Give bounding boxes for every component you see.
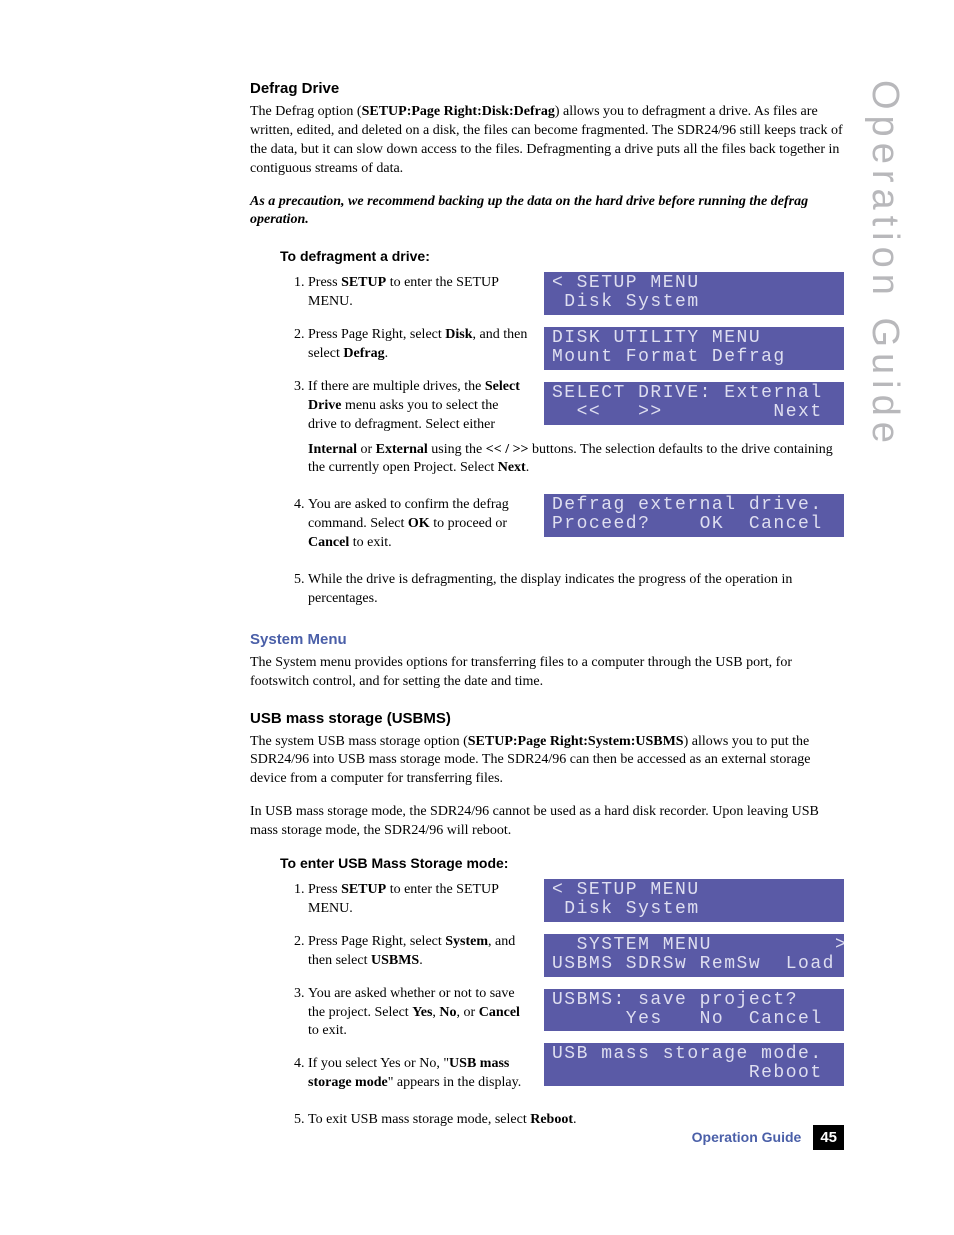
lcd-line: USBMS: save project? [552,990,798,1010]
lcd-setup-menu-2: < SETUP MENU Disk System [544,879,844,922]
lcd-usbms-save: USBMS: save project? Yes No Cancel [544,989,844,1032]
lcd-system-menu: SYSTEM MENU > USBMS SDRSw RemSw Load [544,934,844,977]
lcd-disk-utility: DISK UTILITY MENU Mount Format Defrag [544,327,844,370]
usbms-steps-block: < SETUP MENU Disk System SYSTEM MENU > U… [250,877,844,1107]
step3-continuation: Internal or External using the << / >> b… [250,441,844,479]
usbms-lcd-column: < SETUP MENU Disk System SYSTEM MENU > U… [544,879,844,1098]
lcd-line: Defrag external drive. [552,495,823,515]
lcd-line: Disk System [552,292,700,312]
lcd-line: Reboot [552,1063,823,1083]
heading-defrag-drive: Defrag Drive [250,80,844,97]
page: Operation Guide Defrag Drive The Defrag … [0,0,954,1184]
subhead-usbms-steps: To enter USB Mass Storage mode: [250,855,844,871]
lcd-line: SYSTEM MENU > [552,935,844,955]
lcd-defrag-confirm: Defrag external drive. Proceed? OK Cance… [544,494,844,537]
side-tab-label: Operation Guide [863,80,906,449]
lcd-line: Disk System [552,899,700,919]
lcd-line: Yes No Cancel [552,1009,823,1029]
defrag-steps-list-3: While the drive is defragmenting, the di… [250,571,844,609]
page-number: 45 [813,1125,844,1150]
subhead-defrag-steps: To defragment a drive: [250,248,844,264]
lcd-setup-menu: < SETUP MENU Disk System [544,272,844,315]
usbms-paragraph-1: The system USB mass storage option (SETU… [250,733,844,790]
heading-system-menu: System Menu [250,631,844,648]
list-item: While the drive is defragmenting, the di… [308,571,844,609]
lcd-usbms-mode: USB mass storage mode. Reboot [544,1043,844,1086]
defrag-lcd4-col: Defrag external drive. Proceed? OK Cance… [544,494,844,549]
heading-usbms: USB mass storage (USBMS) [250,710,844,727]
lcd-line: < SETUP MENU [552,880,700,900]
defrag-lcd-column: < SETUP MENU Disk System DISK UTILITY ME… [544,272,844,436]
lcd-select-drive: SELECT DRIVE: External << >> Next [544,382,844,425]
lcd-line: DISK UTILITY MENU [552,328,761,348]
defrag-paragraph: The Defrag option (SETUP:Page Right:Disk… [250,103,844,179]
defrag-caution: As a precaution, we recommend backing up… [250,193,844,231]
defrag-steps-block: < SETUP MENU Disk System DISK UTILITY ME… [250,270,844,448]
defrag-step4-block: Defrag external drive. Proceed? OK Cance… [250,492,844,567]
usbms-paragraph-2: In USB mass storage mode, the SDR24/96 c… [250,803,844,841]
lcd-line: USBMS SDRSw RemSw Load [552,954,835,974]
lcd-line: Proceed? OK Cancel [552,514,823,534]
lcd-line: << >> Next [552,402,823,422]
system-paragraph: The System menu provides options for tra… [250,654,844,692]
page-footer: Operation Guide 45 [692,1125,844,1150]
lcd-line: < SETUP MENU [552,273,700,293]
lcd-line: Mount Format Defrag [552,347,786,367]
lcd-line: USB mass storage mode. [552,1044,823,1064]
footer-label: Operation Guide [692,1129,802,1145]
lcd-line: SELECT DRIVE: External [552,383,823,403]
